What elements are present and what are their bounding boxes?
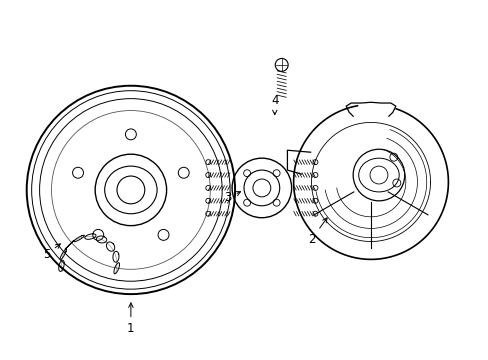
- Text: 5: 5: [43, 244, 60, 261]
- Text: 3: 3: [224, 192, 240, 204]
- Text: 2: 2: [307, 218, 326, 246]
- Text: 4: 4: [270, 94, 278, 114]
- Text: 1: 1: [127, 303, 134, 336]
